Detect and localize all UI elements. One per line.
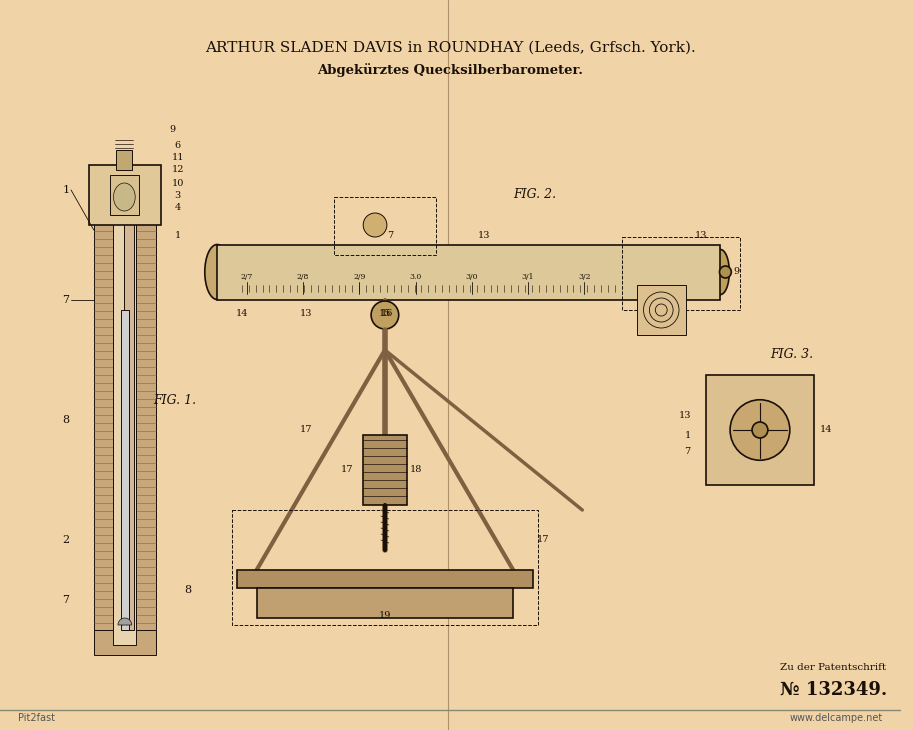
Text: 17: 17 xyxy=(299,426,312,434)
Text: 17: 17 xyxy=(537,536,549,545)
Text: FIG. 3.: FIG. 3. xyxy=(770,348,813,361)
Text: 13: 13 xyxy=(477,231,490,239)
Text: 2: 2 xyxy=(63,535,69,545)
Ellipse shape xyxy=(113,183,135,211)
Text: 12: 12 xyxy=(172,166,184,174)
Bar xyxy=(121,310,130,630)
Bar xyxy=(94,170,113,650)
Bar xyxy=(117,150,132,170)
Text: 7: 7 xyxy=(685,447,691,456)
Text: 3/2: 3/2 xyxy=(578,273,591,281)
Text: 2/9: 2/9 xyxy=(353,273,365,281)
Bar xyxy=(124,170,134,630)
Text: 13: 13 xyxy=(678,410,691,420)
Text: 18: 18 xyxy=(410,466,423,474)
Text: 3: 3 xyxy=(174,191,181,199)
Text: 8: 8 xyxy=(184,585,191,595)
Text: 9: 9 xyxy=(170,126,176,134)
Circle shape xyxy=(371,301,399,329)
Text: 6: 6 xyxy=(174,140,181,150)
Bar xyxy=(113,170,136,645)
Text: 14: 14 xyxy=(236,310,248,318)
Text: 17: 17 xyxy=(341,466,353,474)
Text: 1: 1 xyxy=(685,431,691,439)
Ellipse shape xyxy=(205,245,229,299)
Text: 13: 13 xyxy=(695,231,707,239)
Bar xyxy=(94,630,156,655)
Bar xyxy=(333,197,436,255)
Text: 3/1: 3/1 xyxy=(521,273,534,281)
Text: 3.0: 3.0 xyxy=(409,273,422,281)
Text: Zu der Patentschrift: Zu der Patentschrift xyxy=(780,664,886,672)
Bar xyxy=(232,510,538,625)
Text: 9: 9 xyxy=(733,267,740,277)
Bar xyxy=(363,435,406,505)
Text: 7: 7 xyxy=(387,231,393,239)
Circle shape xyxy=(719,266,731,278)
Text: 19: 19 xyxy=(379,610,391,620)
Text: FIG. 2.: FIG. 2. xyxy=(513,188,556,201)
Bar xyxy=(236,570,533,588)
Text: 2/7: 2/7 xyxy=(240,273,253,281)
Text: 13: 13 xyxy=(299,310,312,318)
Text: № 132349.: № 132349. xyxy=(780,681,887,699)
Bar xyxy=(136,170,156,650)
Text: Pit2fast: Pit2fast xyxy=(17,713,55,723)
Text: 7: 7 xyxy=(63,295,69,305)
Text: 7: 7 xyxy=(63,595,69,605)
Text: 3/0: 3/0 xyxy=(466,273,478,281)
Wedge shape xyxy=(118,618,131,625)
Circle shape xyxy=(363,213,387,237)
Text: Abgekürztes Quecksilberbarometer.: Abgekürztes Quecksilberbarometer. xyxy=(317,63,583,77)
Text: FIG. 1.: FIG. 1. xyxy=(153,393,196,407)
Text: 16: 16 xyxy=(381,310,394,318)
Bar xyxy=(89,165,161,225)
Text: 10: 10 xyxy=(172,179,184,188)
Bar xyxy=(706,375,814,485)
Text: 1: 1 xyxy=(174,231,181,239)
Bar xyxy=(110,175,139,215)
Bar xyxy=(217,245,720,300)
Text: www.delcampe.net: www.delcampe.net xyxy=(790,713,883,723)
Circle shape xyxy=(752,422,768,438)
Text: 8: 8 xyxy=(63,415,69,425)
Text: 11: 11 xyxy=(172,153,184,163)
Circle shape xyxy=(730,400,790,460)
Text: 2/8: 2/8 xyxy=(297,273,310,281)
Text: 14: 14 xyxy=(820,426,833,434)
Text: 4: 4 xyxy=(174,202,181,212)
Bar xyxy=(636,285,686,335)
Text: 1: 1 xyxy=(63,185,69,195)
Text: ARTHUR SLADEN DAVIS in ROUNDHAY (Leeds, Grfsch. York).: ARTHUR SLADEN DAVIS in ROUNDHAY (Leeds, … xyxy=(205,41,696,55)
Ellipse shape xyxy=(711,250,729,294)
Ellipse shape xyxy=(632,250,651,294)
Bar xyxy=(257,588,513,618)
Bar xyxy=(622,237,740,310)
Text: 15: 15 xyxy=(379,310,391,318)
Bar xyxy=(642,250,720,295)
